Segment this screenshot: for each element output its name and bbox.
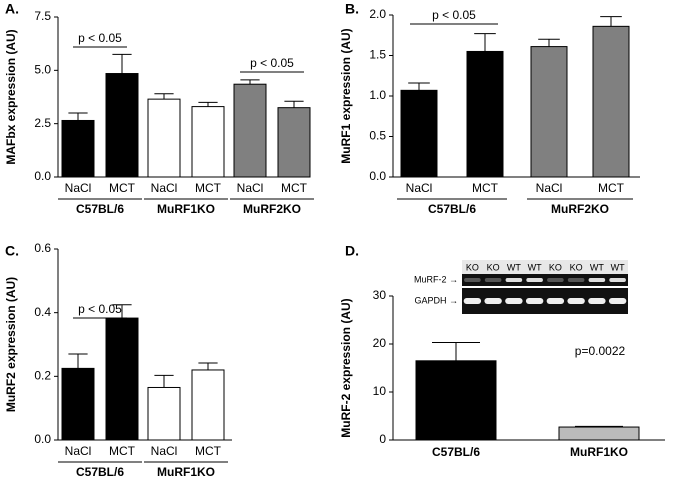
bar — [530, 46, 568, 178]
y-tick-label: 2.0 — [369, 7, 386, 21]
bar — [61, 119, 95, 178]
y-tick-label: 0 — [379, 432, 386, 446]
x-tick-label: MCT — [195, 444, 222, 458]
x-tick-label: NaCl — [65, 181, 92, 195]
y-tick-label: 0.0 — [34, 169, 51, 183]
bar — [147, 386, 181, 441]
y-tick-label: 0.0 — [369, 169, 386, 183]
bar — [61, 367, 95, 441]
blot-band — [547, 278, 564, 282]
y-tick-label: 5.0 — [34, 63, 51, 77]
group-label: C57BL/6 — [428, 202, 476, 216]
x-tick-label: MCT — [109, 181, 136, 195]
x-tick-label: MCT — [472, 181, 499, 195]
bar — [415, 360, 497, 441]
y-tick-label: 20 — [373, 336, 387, 350]
blot-band — [464, 278, 481, 282]
group-label: C57BL/6 — [76, 465, 124, 479]
blot-strip — [462, 274, 628, 286]
y-axis-label: MuRF2 expression (AU) — [4, 277, 18, 412]
y-tick-label: 0.6 — [34, 241, 51, 255]
blot-band — [463, 298, 482, 304]
lane-label: KO — [466, 262, 479, 272]
x-tick-label: MCT — [109, 444, 136, 458]
blot-band — [525, 298, 544, 304]
x-tick-label: MCT — [598, 181, 625, 195]
annotation: p < 0.05 — [432, 8, 476, 22]
panel-title: C. — [5, 243, 19, 259]
group-label: MuRF2KO — [551, 202, 609, 216]
annotation: p=0.0022 — [575, 344, 626, 358]
y-tick-label: 0.2 — [34, 369, 51, 383]
blot-band — [609, 278, 626, 282]
lane-label: WT — [507, 262, 521, 272]
bar — [191, 106, 225, 178]
group-label: C57BL/6 — [76, 202, 124, 216]
blot-band — [526, 278, 543, 282]
lane-label: KO — [549, 262, 562, 272]
annotation: p < 0.05 — [78, 302, 122, 316]
y-axis-label: MuRF1 expression (AU) — [339, 28, 353, 163]
y-tick-label: 2.5 — [34, 116, 51, 130]
lane-label: KO — [487, 262, 500, 272]
bar — [191, 369, 225, 441]
blot-band — [567, 278, 585, 282]
x-tick-label: NaCl — [237, 181, 264, 195]
blot-band — [588, 298, 606, 304]
blot-row-label: GAPDH → — [414, 295, 458, 305]
annotation: p < 0.05 — [250, 56, 294, 70]
blot-band — [588, 278, 606, 282]
x-tick-label: MCT — [281, 181, 308, 195]
x-tick-label: NaCl — [151, 181, 178, 195]
x-tick-label: NaCl — [65, 444, 92, 458]
lane-label: KO — [570, 262, 583, 272]
blot-band — [505, 298, 523, 304]
lane-label: WT — [528, 262, 542, 272]
y-axis-label: MAFbx expression (AU) — [4, 29, 18, 164]
bar — [400, 89, 438, 178]
lane-label: WT — [590, 262, 604, 272]
y-tick-label: 1.5 — [369, 48, 386, 62]
y-tick-label: 0.5 — [369, 129, 386, 143]
panel-title: B. — [345, 1, 359, 17]
y-tick-label: 10 — [373, 384, 387, 398]
bar — [147, 98, 181, 178]
blot-band — [505, 278, 523, 282]
y-tick-label: 0.0 — [34, 432, 51, 446]
x-tick-label: NaCl — [151, 444, 178, 458]
blot-row-label: MuRF-2 → — [414, 274, 458, 284]
x-tick-label: NaCl — [406, 181, 433, 195]
lane-label: WT — [611, 262, 625, 272]
y-axis-label: MuRF-2 expression (AU) — [339, 298, 353, 437]
y-tick-label: 7.5 — [34, 9, 51, 23]
group-label: MuRF1KO — [157, 465, 215, 479]
y-tick-label: 0.4 — [34, 305, 51, 319]
panel-title: D. — [345, 243, 359, 259]
bar — [592, 25, 630, 178]
annotation: p < 0.05 — [78, 31, 122, 45]
y-tick-label: 30 — [373, 288, 387, 302]
bar — [105, 317, 139, 441]
blot-band — [608, 298, 627, 304]
group-label: MuRF2KO — [243, 202, 301, 216]
bar — [105, 73, 139, 178]
blot-background — [462, 260, 628, 276]
group-label: C57BL/6 — [432, 445, 480, 459]
blot-band — [484, 298, 502, 304]
blot-band — [484, 278, 502, 282]
bar — [233, 83, 267, 178]
y-tick-label: 1.0 — [369, 88, 386, 102]
blot-band — [546, 298, 565, 304]
bar — [558, 426, 640, 441]
blot-band — [567, 298, 585, 304]
group-label: MuRF1KO — [570, 445, 628, 459]
group-label: MuRF1KO — [157, 202, 215, 216]
x-tick-label: NaCl — [536, 181, 563, 195]
bar — [277, 107, 311, 178]
bar — [466, 50, 504, 178]
x-tick-label: MCT — [195, 181, 222, 195]
panel-title: A. — [5, 1, 19, 17]
